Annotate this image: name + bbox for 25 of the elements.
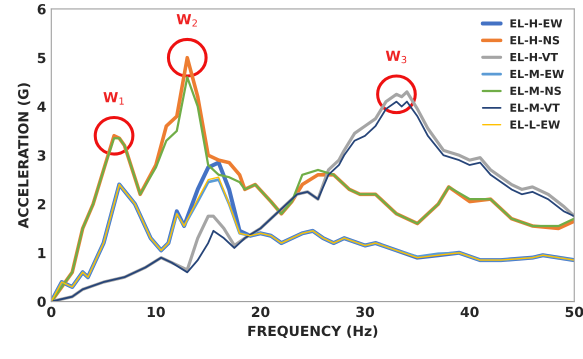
- legend-label: EL-M-EW: [510, 70, 564, 78]
- x-tick-label: 30: [356, 306, 374, 318]
- annotation: W$_{1}$: [103, 92, 124, 105]
- annotation: W$_{3}$: [386, 50, 406, 64]
- y-tick-label: 2: [38, 199, 46, 210]
- y-tick-label: 1: [38, 248, 46, 258]
- y-tick-label: 3: [38, 150, 46, 161]
- legend-label: EL-H-EW: [510, 19, 562, 28]
- x-tick-label: 10: [148, 306, 165, 318]
- y-tick-label: 0: [37, 296, 46, 308]
- y-axis-title: ACCELERATION (G): [18, 83, 30, 228]
- x-tick-label: 0: [47, 306, 56, 318]
- x-axis-title: FREQUENCY (Hz): [248, 325, 378, 338]
- y-tick-label: 6: [38, 4, 46, 14]
- x-tick-label: 40: [460, 306, 479, 318]
- y-tick-label: 4: [37, 102, 46, 112]
- legend-label: EL-M-NS: [510, 86, 561, 96]
- annotation: W$_{2}$: [176, 14, 197, 27]
- legend-label: EL-L-EW: [510, 120, 560, 129]
- y-tick-label: 5: [38, 52, 46, 64]
- legend-label: EL-H-NS: [510, 36, 560, 44]
- x-tick-label: 20: [252, 306, 270, 318]
- legend-label: EL-H-VT: [510, 53, 558, 62]
- x-tick-label: 50: [566, 306, 583, 318]
- legend-label: EL-M-VT: [510, 104, 560, 112]
